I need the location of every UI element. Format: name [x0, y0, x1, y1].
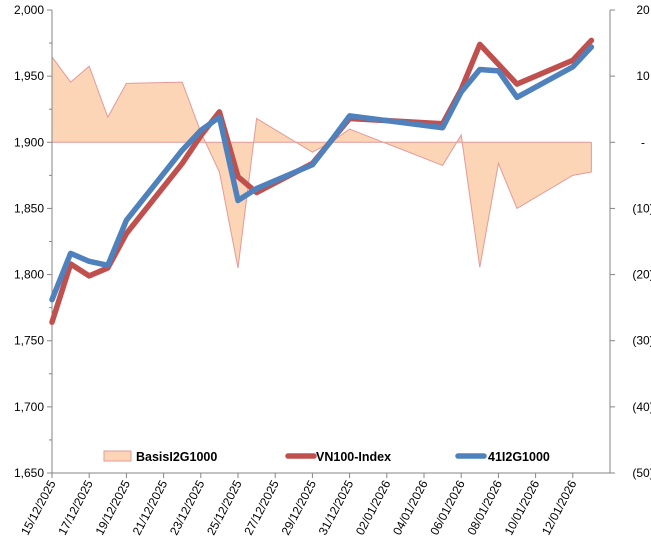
x-tick-label: 31/12/2025 [316, 478, 357, 538]
x-tick-label: 21/12/2025 [130, 478, 171, 538]
left-tick-label: 1,700 [14, 400, 44, 414]
left-tick-label: 1,850 [14, 201, 44, 215]
right-tick-label: (50) [632, 466, 651, 480]
x-tick-label: 15/12/2025 [18, 478, 59, 538]
x-tick-label: 12/01/2026 [539, 478, 580, 538]
legend-label-vn100: VN100-Index [316, 450, 391, 464]
x-tick-label: 27/12/2025 [241, 478, 282, 538]
right-tick-label: 10 [636, 69, 650, 83]
x-tick-label: 10/01/2026 [502, 478, 543, 538]
left-tick-label: 1,950 [14, 69, 44, 83]
left-tick-label: 1,900 [14, 135, 44, 149]
legend: BasisI2G1000 VN100-Index 41I2G1000 [104, 450, 550, 464]
x-tick-label: 17/12/2025 [55, 478, 96, 538]
right-tick-label: (10) [632, 201, 651, 215]
x-tick-label: 25/12/2025 [204, 478, 245, 538]
left-tick-label: 1,650 [14, 466, 44, 480]
x-tick-label: 02/01/2026 [353, 478, 394, 538]
right-tick-label: (30) [632, 334, 651, 348]
right-tick-label: - [641, 135, 645, 149]
x-tick-label: 06/01/2026 [427, 478, 468, 538]
right-tick-label: (40) [632, 400, 651, 414]
left-tick-label: 2,000 [14, 3, 44, 17]
legend-swatch-basis [104, 451, 131, 461]
left-tick-label: 1,800 [14, 268, 44, 282]
x-tick-label: 08/01/2026 [464, 478, 505, 538]
right-tick-label: (20) [632, 268, 651, 282]
x-tick-label: 19/12/2025 [92, 478, 133, 538]
right-tick-label: 20 [636, 3, 650, 17]
x-tick-label: 29/12/2025 [278, 478, 319, 538]
left-tick-label: 1,750 [14, 334, 44, 348]
x-tick-label: 23/12/2025 [167, 478, 208, 538]
legend-label-basis: BasisI2G1000 [136, 450, 217, 464]
x-tick-label: 04/01/2026 [390, 478, 431, 538]
legend-label-41i2g1000: 41I2G1000 [488, 450, 550, 464]
